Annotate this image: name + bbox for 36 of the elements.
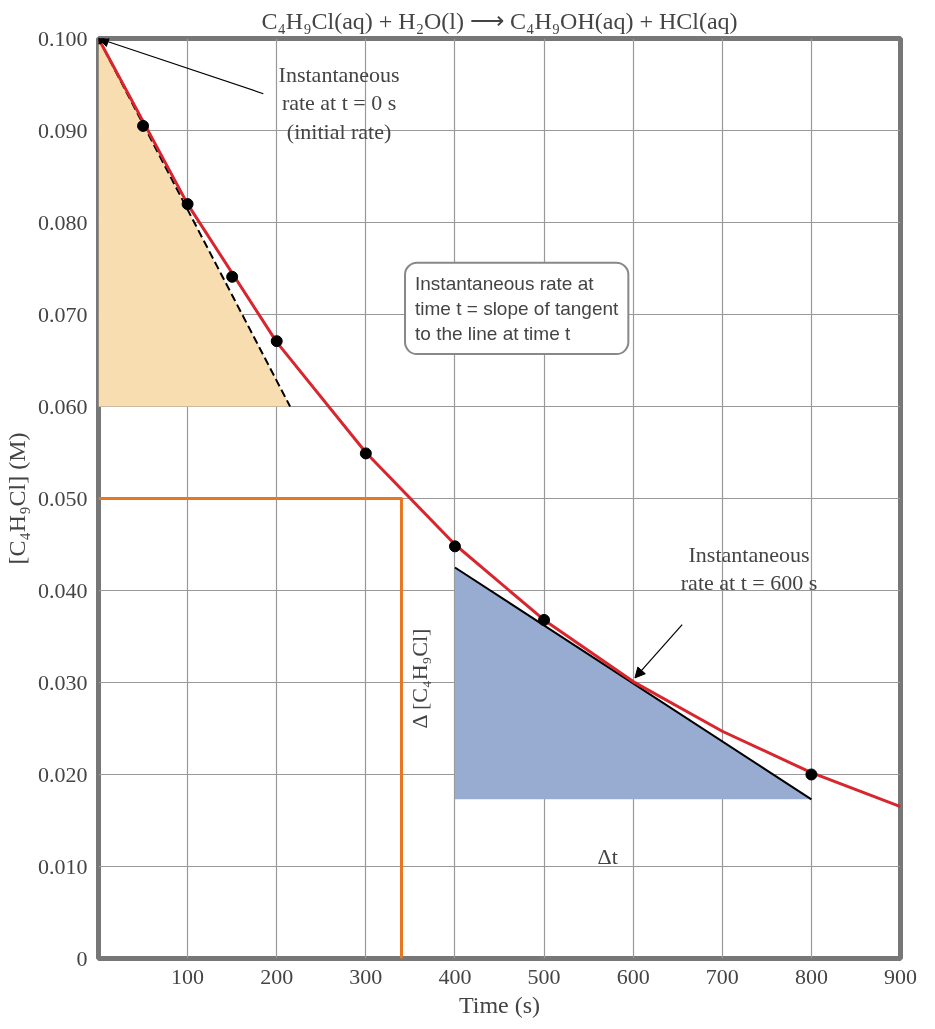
- point: [538, 613, 551, 626]
- y-tick-label: 0.070: [38, 301, 88, 327]
- chart-title: C₄H₉Cl(aq) + H₂O(l) ⟶ C₄H₉OH(aq) + HCl(aq): [261, 7, 738, 34]
- y-tick-label: 0.050: [38, 485, 88, 511]
- x-tick-label: 300: [349, 963, 383, 989]
- y-tick-label: 0.090: [38, 117, 88, 143]
- x-tick-label: 900: [884, 963, 917, 989]
- point: [226, 270, 239, 283]
- point: [448, 540, 461, 553]
- x-tick-label: 800: [794, 963, 828, 989]
- annotation: Instantaneous rate at t = 0 s (initial rate): [278, 61, 400, 144]
- x-tick-label: 200: [260, 963, 294, 989]
- point: [181, 198, 194, 211]
- x-axis-title: Time (s): [458, 991, 541, 1018]
- y-tick-label: 0.040: [38, 577, 88, 603]
- annotation: Δt: [597, 843, 618, 869]
- y-tick-label: 0.020: [38, 761, 88, 787]
- x-tick-label: 500: [527, 963, 561, 989]
- y-tick-label: 0.030: [38, 669, 88, 695]
- point: [359, 447, 372, 460]
- x-tick-label: 100: [171, 963, 205, 989]
- y-tick-label: 0.100: [38, 25, 88, 51]
- annotation: Instantaneous rate at t = 600 s: [680, 541, 818, 596]
- y-tick-label: 0.060: [38, 393, 88, 419]
- x-tick-label: 400: [438, 963, 472, 989]
- annotation: Δ [C₄H₉Cl]: [406, 628, 432, 729]
- point: [270, 335, 283, 348]
- x-tick-label: 700: [705, 963, 739, 989]
- y-axis-title: [C₄H₉Cl] (M): [4, 432, 30, 565]
- point: [805, 768, 818, 781]
- annotation: Instantaneous rate at time t = slope of tangent to the line at time t: [415, 272, 620, 345]
- y-tick-label: 0: [76, 945, 88, 971]
- point: [137, 119, 150, 132]
- y-tick-label: 0.080: [38, 209, 88, 235]
- x-tick-label: 600: [616, 963, 650, 989]
- y-tick-label: 0.010: [38, 853, 88, 879]
